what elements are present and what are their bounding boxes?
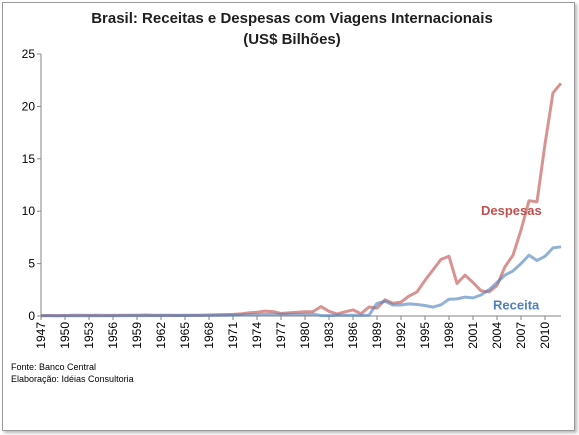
x-tick-label: 1971 xyxy=(226,322,240,349)
x-axis: 1947 1950 1953 1956 1959 1962 1965 1968 1971 1974… xyxy=(34,315,561,349)
y-tick-label: 15 xyxy=(22,152,36,166)
y-tick-label: 5 xyxy=(28,257,35,271)
series-layer xyxy=(41,82,563,318)
x-tick-label: 2010 xyxy=(538,322,552,349)
x-tick-label: 1992 xyxy=(394,322,408,349)
source-note: Fonte: Banco Central xyxy=(11,362,96,372)
x-tick-label: 1998 xyxy=(442,322,456,349)
x-tick-label: 1983 xyxy=(322,322,336,349)
x-tick-label: 2004 xyxy=(490,322,504,349)
series-line-despesas xyxy=(41,82,563,318)
chart-title: Brasil: Receitas e Despesas com Viagens … xyxy=(91,10,493,27)
x-tick-label: 1959 xyxy=(130,322,144,349)
y-tick-label: 10 xyxy=(22,204,36,218)
x-tick-label: 1950 xyxy=(58,322,72,349)
chart-frame: Brasil: Receitas e Despesas com Viagens … xyxy=(2,2,575,431)
x-tick-label: 1995 xyxy=(418,322,432,349)
x-tick-label: 1968 xyxy=(202,322,216,349)
x-tick-label: 1977 xyxy=(274,322,288,349)
y-axis: 0 5 10 15 20 25 xyxy=(22,47,42,323)
series-label-despesas: Despesas xyxy=(481,203,542,218)
x-tick-label: 1986 xyxy=(346,322,360,349)
x-tick-label: 1953 xyxy=(82,322,96,349)
series-labels: Despesas Receita xyxy=(481,203,542,312)
x-tick-label: 1965 xyxy=(178,322,192,349)
x-tick-label: 1956 xyxy=(106,322,120,349)
credit-note: Elaboração: Idéias Consultoria xyxy=(11,374,134,384)
series-line-receita xyxy=(41,245,562,318)
line-chart: Brasil: Receitas e Despesas com Viagens … xyxy=(11,10,563,384)
series-label-receita: Receita xyxy=(493,298,540,313)
y-tick-label: 25 xyxy=(22,47,36,61)
x-tick-label: 1980 xyxy=(298,322,312,349)
x-tick-label: 1962 xyxy=(154,322,168,349)
x-tick-label: 1947 xyxy=(34,322,48,349)
x-tick-label: 2001 xyxy=(466,322,480,349)
chart-subtitle: (US$ Bilhões) xyxy=(243,31,341,48)
x-tick-label: 1974 xyxy=(250,322,264,349)
y-tick-label: 20 xyxy=(22,99,36,113)
x-tick-label: 2007 xyxy=(514,322,528,349)
x-tick-label: 1989 xyxy=(370,322,384,349)
y-tick-label: 0 xyxy=(28,309,35,323)
